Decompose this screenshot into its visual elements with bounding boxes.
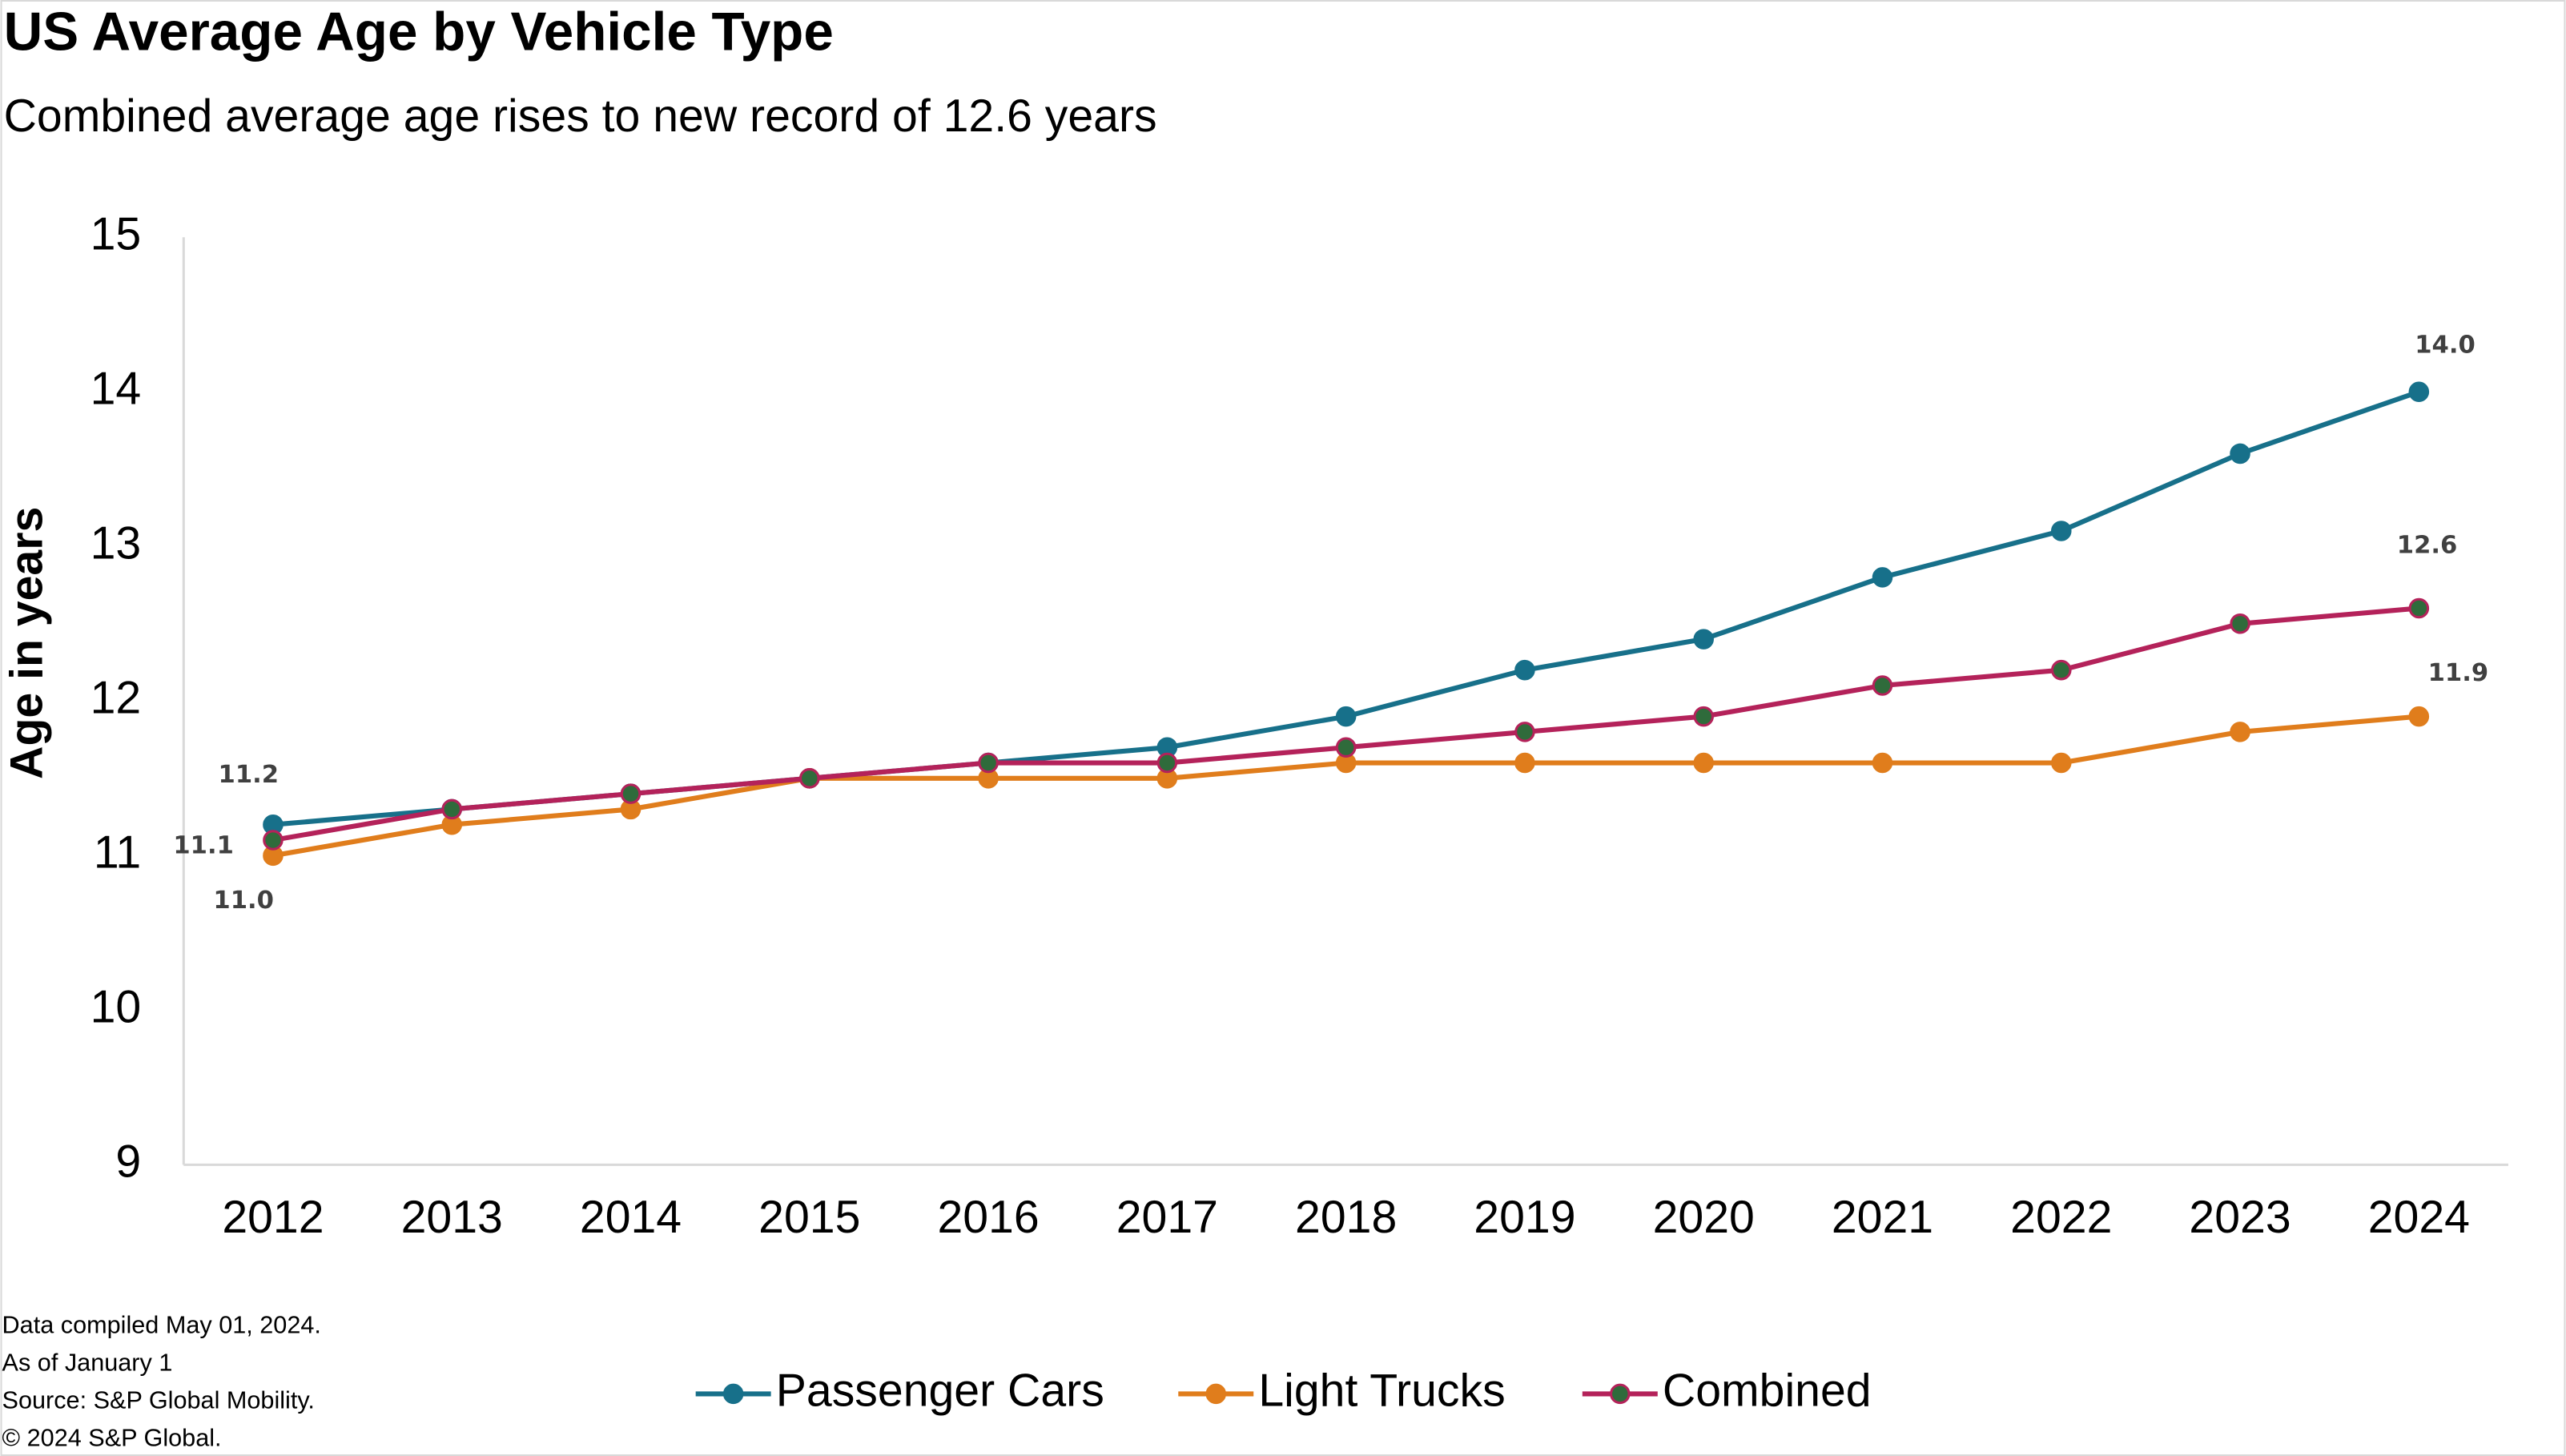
data-point xyxy=(1514,752,1535,774)
y-tick-label: 11 xyxy=(94,827,141,878)
data-label: 11.2 xyxy=(219,761,280,789)
y-tick-label: 12 xyxy=(90,672,142,723)
x-tick-label: 2016 xyxy=(937,1192,1039,1243)
legend-marker xyxy=(1610,1383,1631,1405)
footnote: © 2024 S&P Global. xyxy=(2,1425,222,1452)
data-point xyxy=(263,830,284,851)
data-point xyxy=(1335,706,1357,727)
y-axis-label: Age in years xyxy=(1,507,52,779)
data-point xyxy=(1872,567,1893,588)
data-point xyxy=(2051,752,2072,774)
x-tick-label: 2024 xyxy=(2368,1192,2470,1243)
data-point xyxy=(1335,737,1357,758)
x-tick-label: 2018 xyxy=(1295,1192,1397,1243)
y-tick-label: 15 xyxy=(90,208,142,259)
legend-label: Passenger Cars xyxy=(776,1365,1104,1416)
data-point xyxy=(1872,752,1893,774)
data-point xyxy=(2408,706,2430,727)
y-tick-label: 14 xyxy=(90,363,142,414)
data-point xyxy=(441,798,462,820)
data-point xyxy=(2230,443,2250,465)
data-point xyxy=(2408,597,2430,619)
data-point xyxy=(2051,521,2072,541)
x-tick-label: 2022 xyxy=(2010,1192,2112,1243)
data-point xyxy=(799,768,820,789)
data-point xyxy=(1156,752,1178,774)
footnote: Data compiled May 01, 2024. xyxy=(2,1312,321,1339)
x-tick-label: 2013 xyxy=(401,1192,503,1243)
footnote: As of January 1 xyxy=(2,1349,173,1377)
chart-subtitle: Combined average age rises to new record… xyxy=(4,90,1157,142)
x-tick-label: 2020 xyxy=(1653,1192,1755,1243)
x-tick-label: 2012 xyxy=(222,1192,324,1243)
x-tick-label: 2023 xyxy=(2189,1192,2290,1243)
legend-label: Combined xyxy=(1663,1365,1872,1416)
legend-label: Light Trucks xyxy=(1258,1365,1505,1416)
data-point xyxy=(2051,659,2072,681)
chart-title: US Average Age by Vehicle Type xyxy=(4,2,834,62)
data-label: 12.6 xyxy=(2397,531,2458,559)
footnote: Source: S&P Global Mobility. xyxy=(2,1387,315,1414)
data-point xyxy=(1514,659,1535,681)
x-tick-label: 2019 xyxy=(1474,1192,1575,1243)
data-point xyxy=(1693,706,1714,727)
data-point xyxy=(1514,722,1535,742)
legend-marker xyxy=(1205,1383,1227,1405)
data-label: 11.1 xyxy=(173,832,234,860)
data-point xyxy=(1872,675,1893,696)
data-label: 11.0 xyxy=(213,887,274,915)
data-label: 11.9 xyxy=(2428,659,2489,687)
data-point xyxy=(1693,752,1714,774)
x-tick-label: 2015 xyxy=(758,1192,860,1243)
x-tick-label: 2017 xyxy=(1116,1192,1218,1243)
data-point xyxy=(978,752,999,774)
x-tick-label: 2014 xyxy=(580,1192,682,1243)
data-point xyxy=(1693,629,1714,650)
y-tick-label: 13 xyxy=(90,517,142,569)
data-point xyxy=(2230,613,2250,634)
data-point xyxy=(2408,381,2430,402)
data-label: 14.0 xyxy=(2415,332,2476,360)
y-tick-label: 10 xyxy=(90,981,142,1032)
data-point xyxy=(2230,722,2250,742)
y-tick-label: 9 xyxy=(115,1136,141,1188)
data-point xyxy=(620,783,642,804)
legend-marker xyxy=(722,1383,744,1405)
x-tick-label: 2021 xyxy=(1832,1192,1933,1243)
